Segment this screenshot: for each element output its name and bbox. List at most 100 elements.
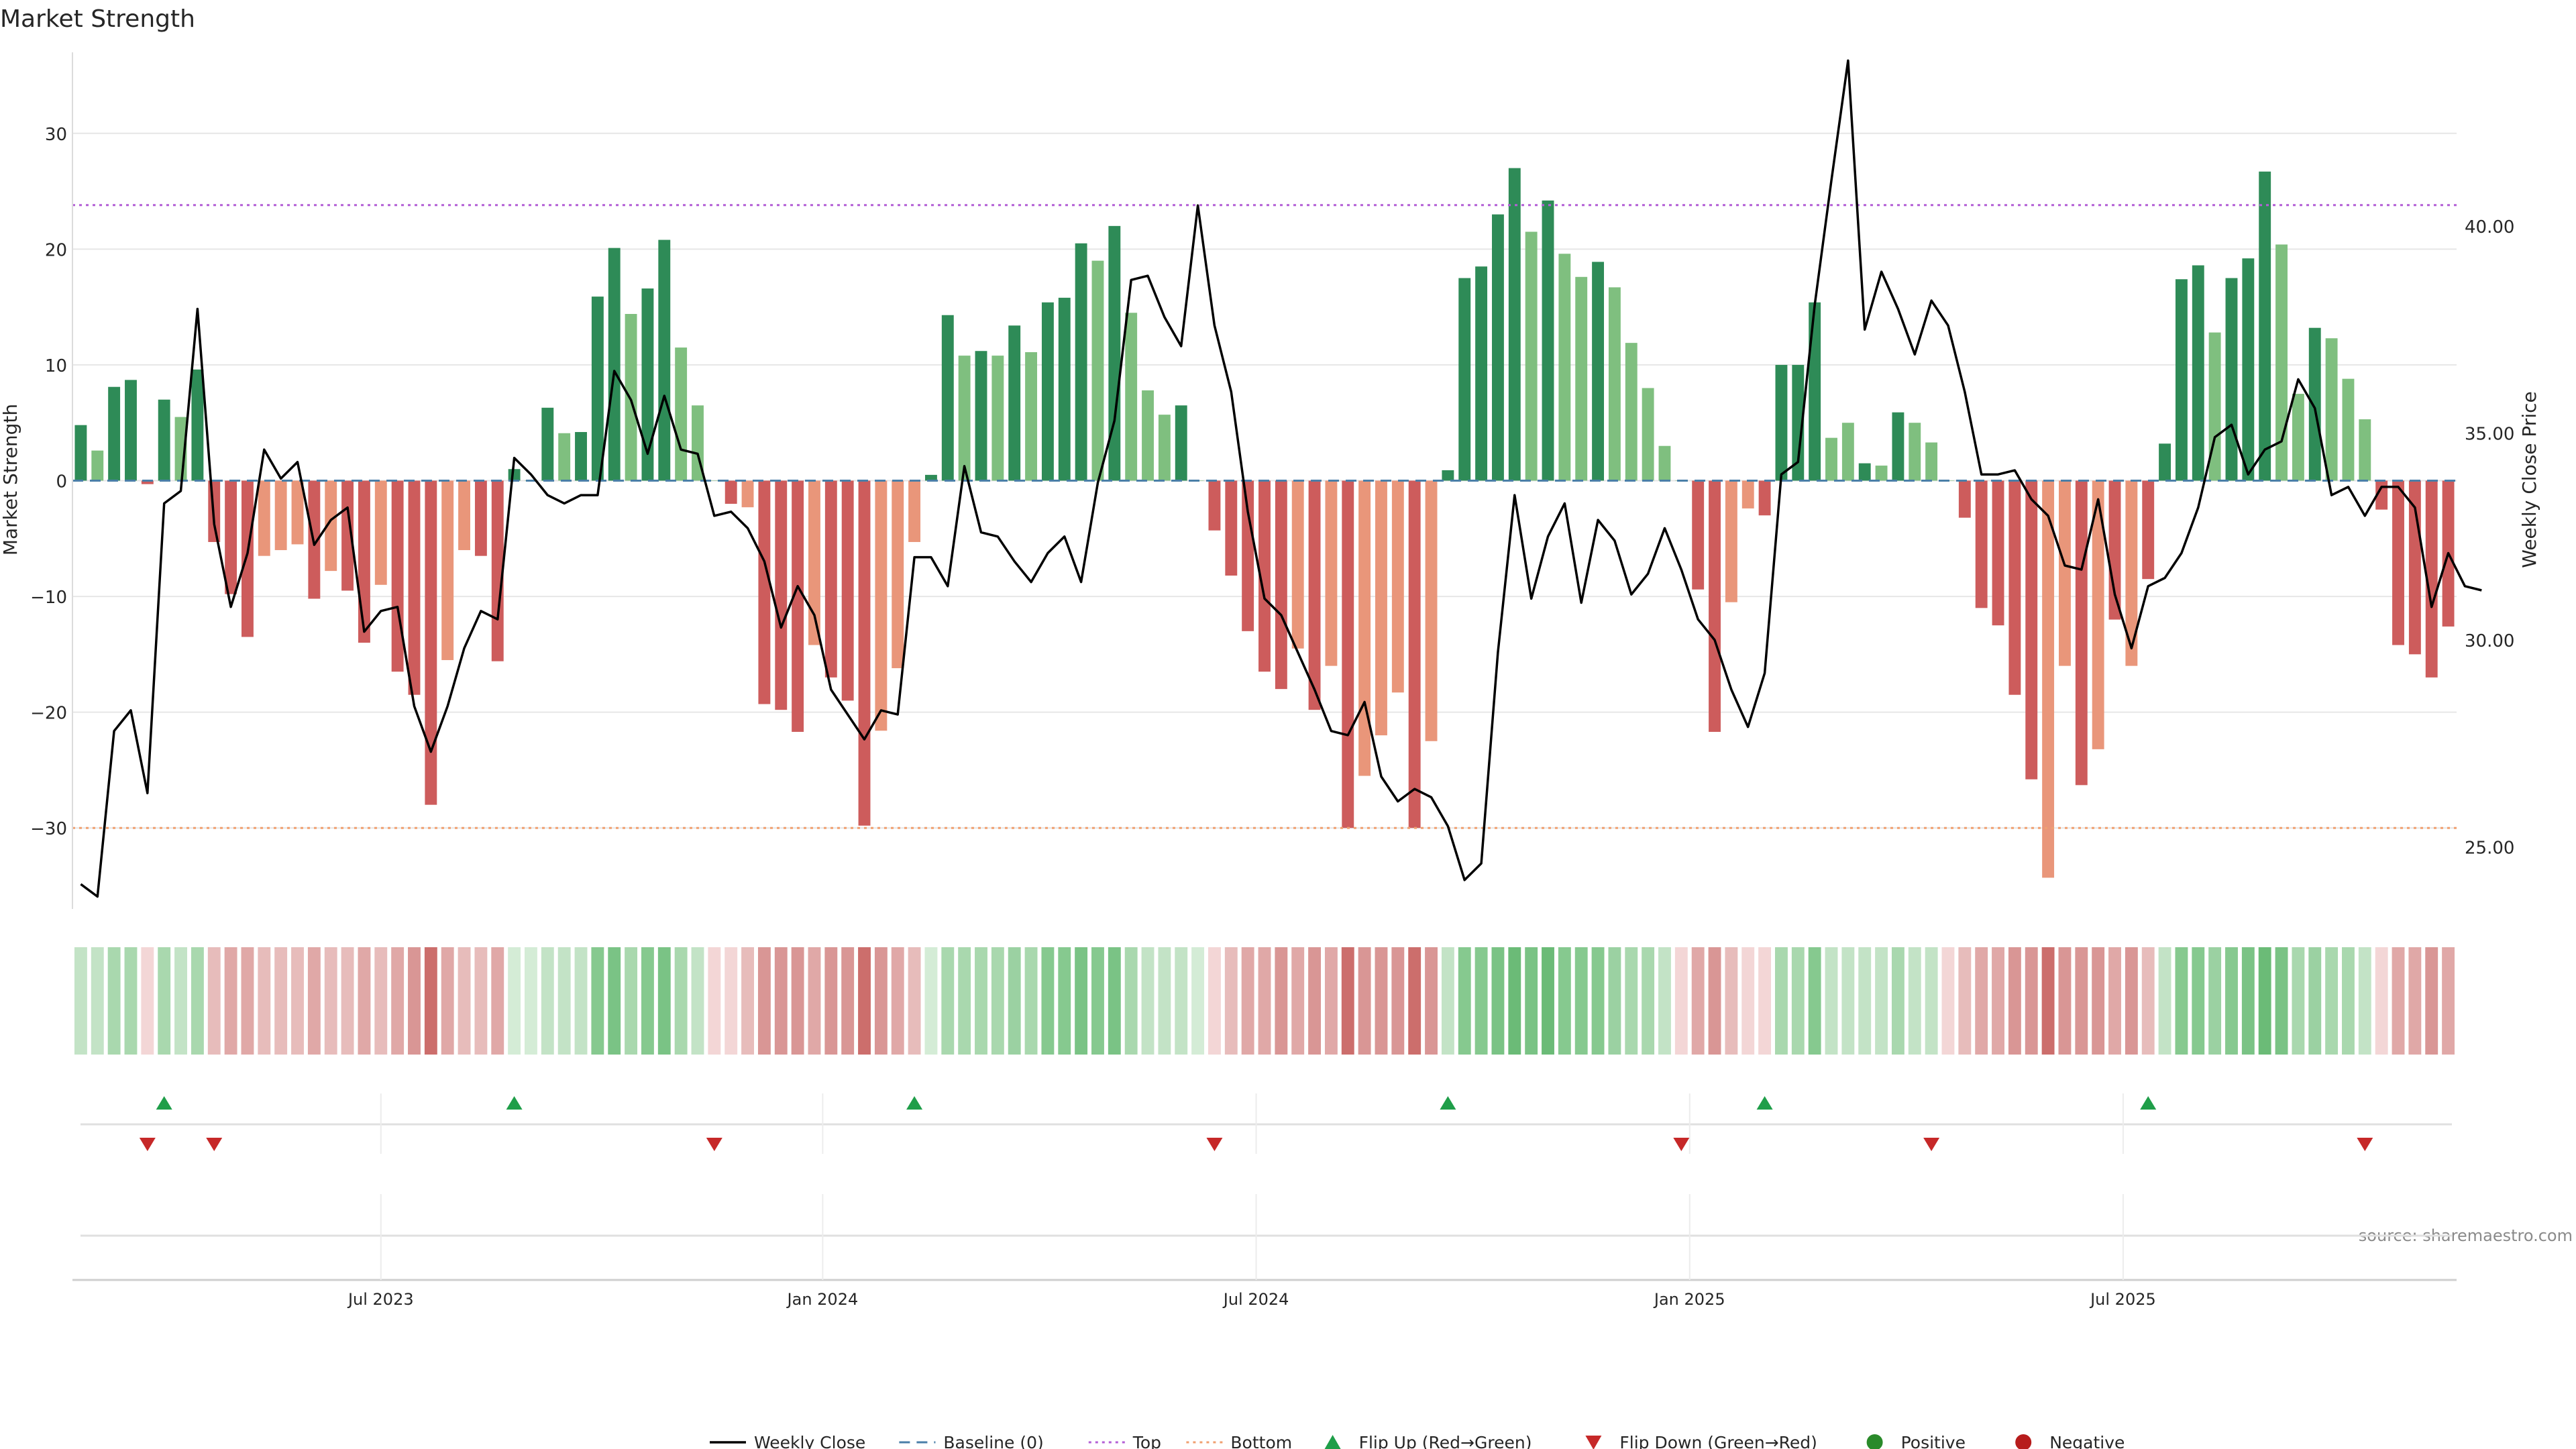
heat-cell — [1191, 947, 1205, 1055]
heat-cell — [2158, 947, 2171, 1055]
strength-bar — [1491, 214, 1504, 481]
heat-cell — [491, 947, 504, 1055]
strength-bar — [358, 480, 370, 643]
heat-cell — [1775, 947, 1788, 1055]
left-tick-label: 10 — [45, 356, 67, 376]
heat-cell — [307, 947, 321, 1055]
flip-up-marker — [506, 1096, 523, 1110]
right-tick-label: 40.00 — [2465, 217, 2514, 237]
heat-cell — [141, 947, 154, 1055]
strength-bar — [491, 480, 504, 661]
strength-bar — [1841, 423, 1854, 481]
heat-cell — [2092, 947, 2105, 1055]
strength-bar — [2392, 480, 2404, 645]
strength-bar — [1291, 480, 1304, 649]
legend: Weekly Close Baseline (0) Top Bottom Flip Up… — [710, 1433, 2125, 1449]
heat-cell — [1542, 947, 1554, 1055]
heat-cell — [2258, 947, 2271, 1055]
heat-cell — [2375, 947, 2388, 1055]
strength-bar — [2075, 480, 2088, 786]
left-tick-label: 30 — [45, 125, 67, 145]
heat-cell — [1091, 947, 1104, 1055]
strength-bar — [1325, 480, 1338, 666]
strength-bar — [1892, 412, 1904, 481]
strength-bar — [1358, 480, 1371, 776]
strength-bar — [1975, 480, 1988, 608]
strength-bar — [708, 480, 720, 481]
heat-cell — [1275, 947, 1288, 1055]
strength-bar — [875, 480, 888, 731]
heat-cell — [424, 947, 437, 1055]
strength-bar — [1825, 437, 1837, 481]
heat-cell — [1825, 947, 1838, 1055]
heat-cell — [674, 947, 688, 1055]
strength-bar — [408, 480, 421, 695]
strength-bar — [1175, 405, 1187, 481]
strength-bar — [441, 480, 454, 660]
heat-cell — [374, 947, 388, 1055]
heat-cell — [2241, 947, 2255, 1055]
strength-bar — [1592, 262, 1605, 481]
heat-cell — [241, 947, 254, 1055]
strength-bar — [1958, 480, 1971, 518]
strength-bar — [1875, 466, 1888, 481]
right-tick-label: 30.00 — [2465, 631, 2514, 651]
flip-up-marker — [906, 1096, 923, 1110]
heat-cell — [1508, 947, 1521, 1055]
heat-cell — [1358, 947, 1371, 1055]
strength-bar — [1041, 302, 1054, 481]
strength-bar — [2108, 480, 2121, 620]
heat-cell — [557, 947, 571, 1055]
heat-cell — [1224, 947, 1238, 1055]
heat-cell — [2175, 947, 2188, 1055]
strength-bar — [1725, 480, 1737, 602]
heat-cell — [258, 947, 271, 1055]
strength-bar — [2008, 480, 2021, 695]
left-tick-label: 0 — [56, 472, 67, 492]
strength-bar — [2125, 480, 2138, 666]
strength-bar — [2292, 394, 2304, 481]
heat-cell — [808, 947, 821, 1055]
strength-bar — [2259, 171, 2271, 481]
heat-cell — [1591, 947, 1605, 1055]
strength-bar — [2042, 480, 2055, 878]
flip-down-marker — [1673, 1138, 1690, 1151]
heat-cell — [657, 947, 671, 1055]
legend-label-positive: Positive — [1901, 1433, 1966, 1449]
strength-bar — [74, 425, 87, 481]
heat-cell — [1691, 947, 1705, 1055]
heat-cell — [991, 947, 1004, 1055]
strength-bar — [958, 356, 971, 481]
strength-bar — [1008, 325, 1021, 481]
legend-label-bottom: Bottom — [1230, 1433, 1292, 1449]
strength-bar — [1108, 225, 1121, 481]
heat-cell — [1725, 947, 1738, 1055]
strength-bar — [508, 469, 521, 481]
strength-bar — [1225, 480, 1238, 576]
strength-bar — [558, 433, 571, 481]
heat-cell — [891, 947, 904, 1055]
flip-down-marker — [706, 1138, 722, 1151]
flip-down-marker — [1206, 1138, 1223, 1151]
strength-bar — [1125, 313, 1138, 481]
heat-cell — [608, 947, 621, 1055]
heat-cell — [941, 947, 955, 1055]
strength-bar — [1508, 168, 1521, 481]
heat-cell — [708, 947, 721, 1055]
heat-cell — [2025, 947, 2038, 1055]
strength-bar — [2192, 265, 2204, 481]
heat-cell — [2408, 947, 2422, 1055]
strength-bar — [2325, 338, 2338, 481]
left-tick-label: −30 — [30, 819, 67, 839]
heat-cell — [1608, 947, 1621, 1055]
heat-cell — [1891, 947, 1904, 1055]
strength-bar — [1058, 297, 1071, 481]
strength-bar — [2359, 419, 2371, 481]
strength-bar — [1642, 388, 1654, 481]
heat-cell — [358, 947, 371, 1055]
x-tick-label: Jul 2025 — [2089, 1290, 2156, 1309]
strength-bar — [1208, 480, 1221, 531]
flip-down-marker — [2357, 1138, 2373, 1151]
strength-bar — [1658, 445, 1671, 481]
